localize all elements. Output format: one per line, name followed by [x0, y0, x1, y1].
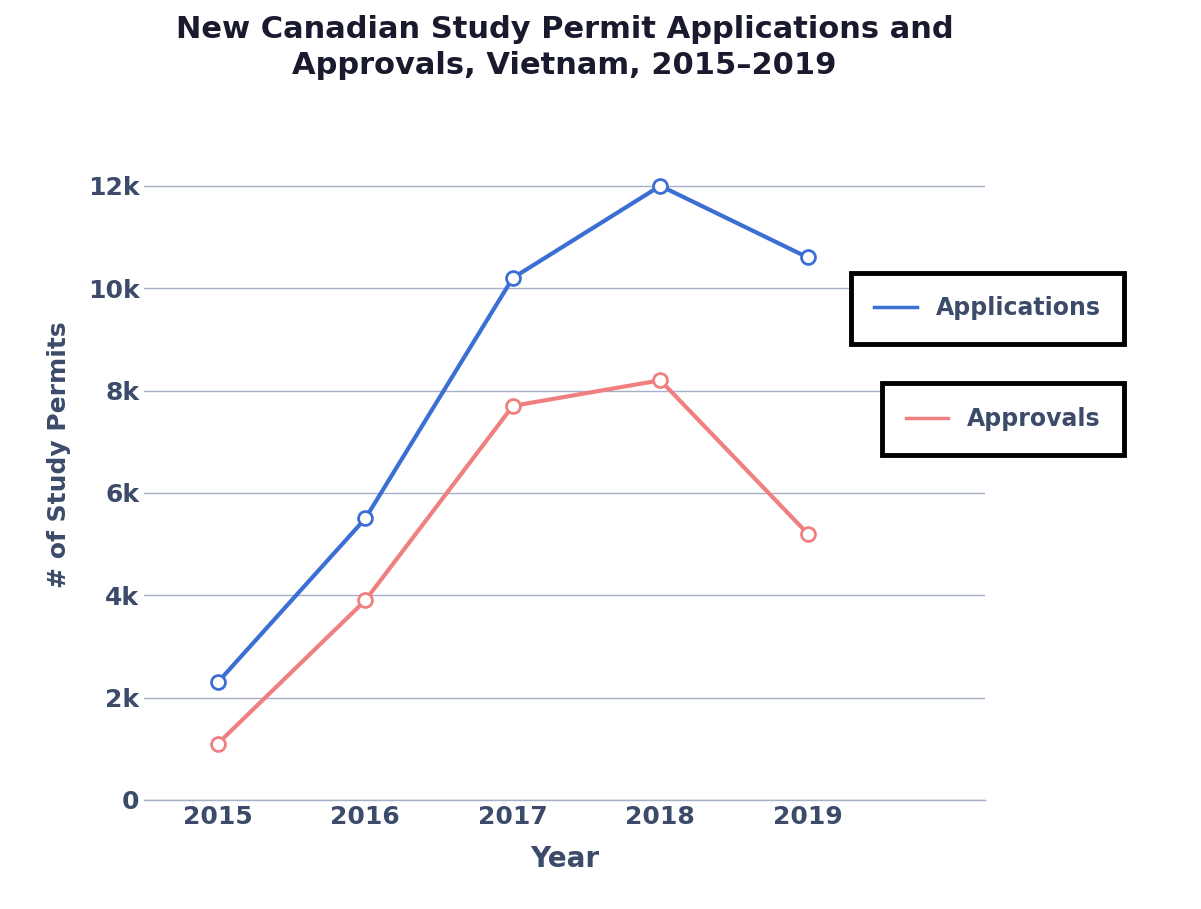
Legend: Approvals: Approvals: [882, 384, 1124, 454]
Applications: [801, 252, 815, 263]
Applications: [358, 513, 372, 524]
Applications: [653, 180, 668, 191]
Line: Approvals: Approvals: [211, 374, 814, 751]
Applications: [506, 273, 520, 284]
X-axis label: Year: Year: [530, 845, 599, 874]
Approvals: [210, 738, 225, 749]
Approvals: [801, 528, 815, 539]
Title: New Canadian Study Permit Applications and
Approvals, Vietnam, 2015–2019: New Canadian Study Permit Applications a…: [175, 15, 954, 80]
Y-axis label: # of Study Permits: # of Study Permits: [47, 321, 71, 588]
Approvals: [358, 594, 372, 605]
Applications: [210, 677, 225, 688]
Line: Applications: Applications: [211, 179, 814, 689]
Approvals: [653, 375, 668, 385]
Approvals: [506, 401, 520, 412]
